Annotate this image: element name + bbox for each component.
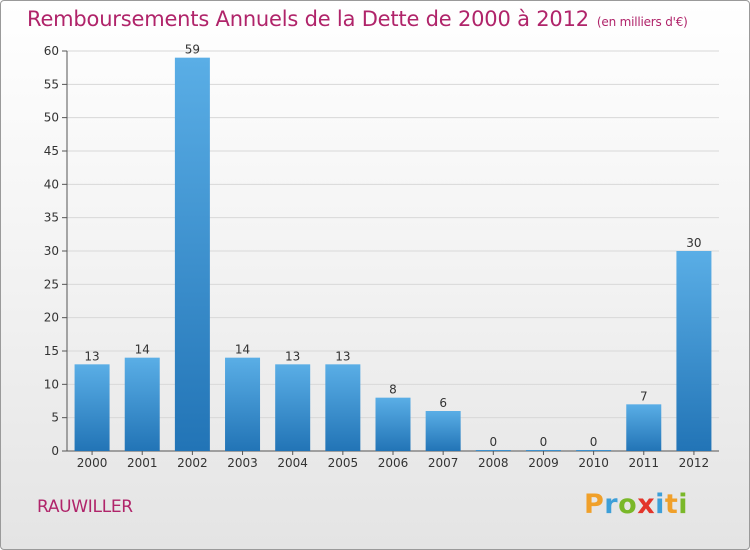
- bar-value-label: 0: [590, 435, 598, 449]
- y-tick-label: 5: [51, 411, 59, 425]
- y-tick-label: 60: [44, 44, 59, 58]
- y-tick-label: 20: [44, 311, 59, 325]
- x-tick-label: 2007: [428, 456, 459, 470]
- bar-value-label: 59: [185, 43, 200, 57]
- x-tick-label: 2009: [528, 456, 559, 470]
- y-tick-label: 10: [44, 377, 59, 391]
- logo-letter: o: [618, 489, 638, 520]
- bar: [676, 251, 712, 451]
- bar-value-label: 0: [489, 435, 497, 449]
- chart-title: Remboursements Annuels de la Dette de 20…: [27, 7, 688, 31]
- x-tick-label: 2011: [628, 456, 659, 470]
- bar: [525, 450, 561, 451]
- y-tick-label: 55: [44, 77, 59, 91]
- y-tick-label: 0: [51, 444, 59, 458]
- x-tick-label: 2008: [478, 456, 509, 470]
- bar-value-label: 13: [285, 349, 300, 363]
- logo-letter: P: [584, 489, 605, 520]
- bar: [74, 364, 110, 451]
- bar-value-label: 13: [84, 349, 99, 363]
- bar-value-label: 14: [235, 343, 250, 357]
- bar: [425, 411, 461, 451]
- logo-letter: i: [655, 489, 665, 520]
- x-tick-label: 2010: [578, 456, 609, 470]
- bar-value-label: 30: [686, 236, 701, 250]
- x-tick-label: 2000: [77, 456, 108, 470]
- y-tick-label: 35: [44, 211, 59, 225]
- chart-title-text: Remboursements Annuels de la Dette de 20…: [27, 7, 589, 31]
- x-tick-label: 2006: [378, 456, 409, 470]
- labels: 0510152025303540455055601320001420015920…: [44, 43, 709, 470]
- proxiti-logo: Proxiti: [584, 489, 688, 520]
- y-tick-label: 15: [44, 344, 59, 358]
- logo-letter: r: [604, 489, 619, 520]
- bar: [325, 364, 361, 451]
- grid-lines: [67, 50, 719, 419]
- x-tick-label: 2004: [277, 456, 308, 470]
- logo-letter: x: [637, 489, 656, 520]
- y-tick-label: 45: [44, 144, 59, 158]
- x-tick-label: 2005: [328, 456, 359, 470]
- bar: [124, 357, 160, 451]
- x-tick-label: 2012: [679, 456, 710, 470]
- chart-subtitle: (en milliers d'€): [596, 15, 688, 29]
- bar-value-label: 14: [135, 343, 150, 357]
- bars: [74, 57, 712, 452]
- logo-letter: t: [664, 489, 679, 520]
- x-tick-label: 2001: [127, 456, 158, 470]
- bar: [174, 57, 210, 452]
- y-tick-label: 30: [44, 244, 59, 258]
- bar-value-label: 6: [439, 396, 447, 410]
- bar-value-label: 8: [389, 383, 397, 397]
- bar-value-label: 13: [335, 349, 350, 363]
- bar: [225, 357, 261, 451]
- bar: [626, 404, 662, 451]
- y-tick-label: 40: [44, 177, 59, 191]
- y-tick-label: 25: [44, 277, 59, 291]
- x-tick-label: 2002: [177, 456, 208, 470]
- y-tick-label: 50: [44, 111, 59, 125]
- logo-letter: i: [678, 489, 689, 520]
- bar: [475, 450, 511, 451]
- bar-value-label: 7: [640, 389, 648, 403]
- bar: [375, 397, 411, 451]
- bar: [275, 364, 311, 451]
- x-tick-label: 2003: [227, 456, 258, 470]
- commune-name: RAUWILLER: [37, 497, 133, 517]
- bar-value-label: 0: [540, 435, 548, 449]
- bar: [576, 450, 612, 451]
